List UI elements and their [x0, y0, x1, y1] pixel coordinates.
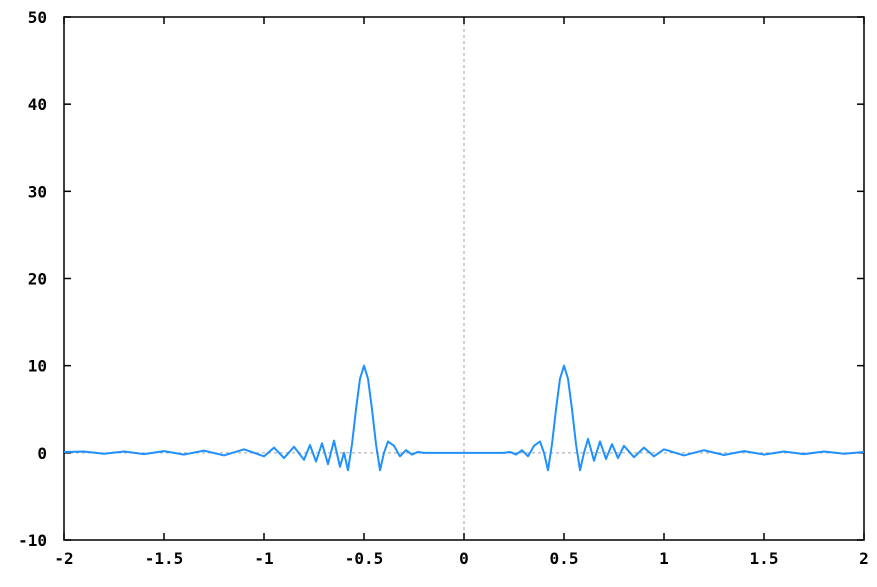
y-tick-label: -10: [18, 531, 47, 550]
x-tick-label: -1: [254, 549, 273, 568]
y-tick-label: 0: [37, 444, 47, 463]
data-line: [63, 364, 865, 472]
x-tick-label: -0.5: [345, 549, 384, 568]
y-tick-label: 40: [28, 95, 47, 114]
x-tick-label: 1: [659, 549, 669, 568]
x-tick-label: -2: [54, 549, 73, 568]
y-tick-label: 10: [28, 357, 47, 376]
y-tick-label: 50: [28, 8, 47, 27]
x-tick-label: -1.5: [145, 549, 184, 568]
x-tick-label: 0.5: [550, 549, 579, 568]
x-tick-label: 1.5: [750, 549, 779, 568]
y-tick-label: 20: [28, 270, 47, 289]
y-tick-label: 30: [28, 182, 47, 201]
x-tick-label: 0: [459, 549, 469, 568]
x-tick-label: 2: [859, 549, 869, 568]
tick-labels: -2 -1.5 -1 -0.5 0 0.5 1 1.5 2 -10 0 10 20 30 40 50: [18, 8, 869, 568]
